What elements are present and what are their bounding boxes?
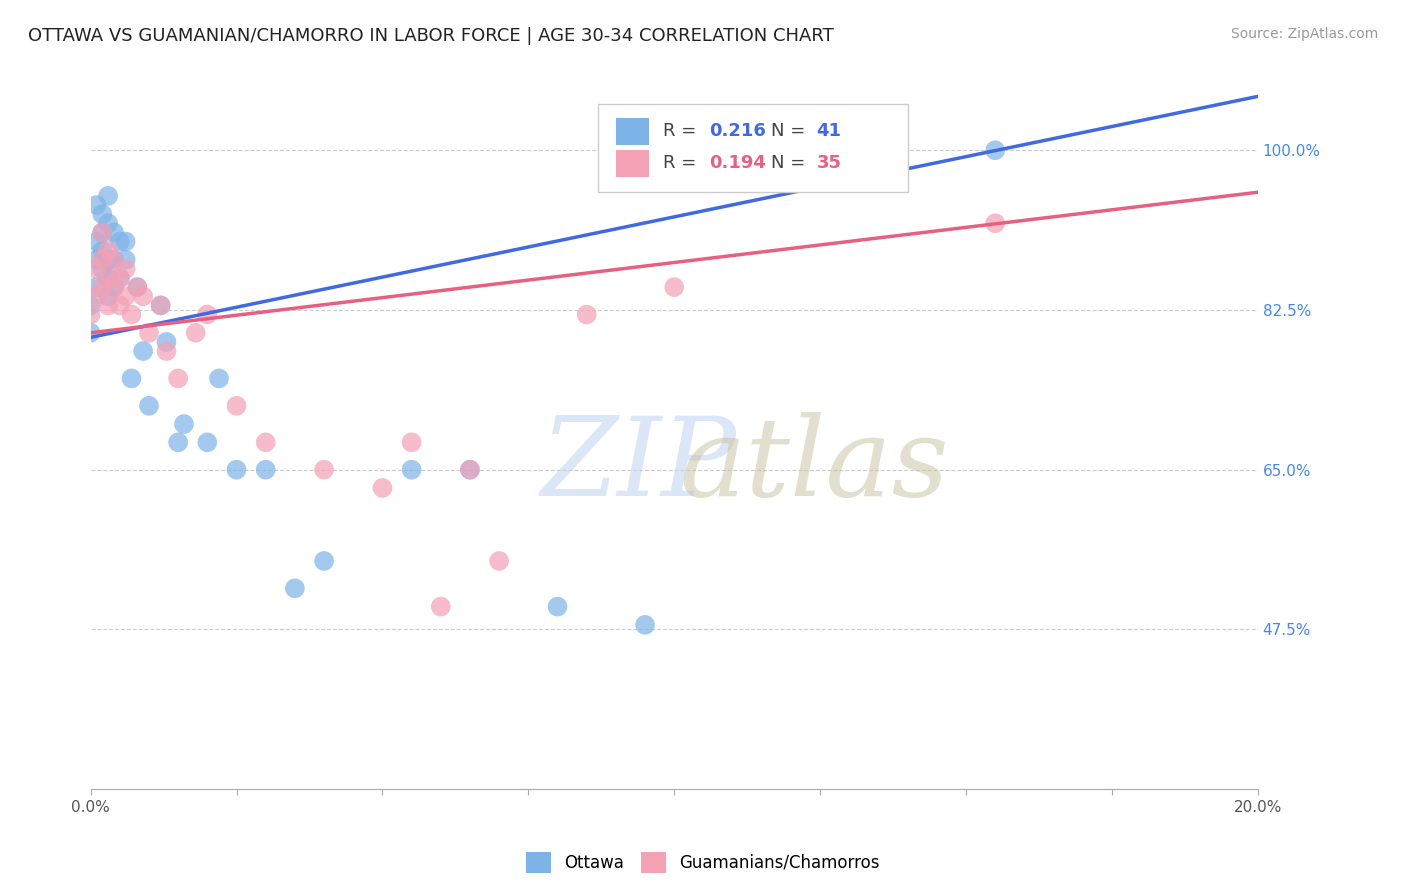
Text: 35: 35 <box>817 154 842 172</box>
Point <box>86 235 108 249</box>
Text: R =: R = <box>662 121 702 140</box>
Point <box>458 463 481 477</box>
Point <box>167 435 190 450</box>
Point <box>103 226 125 240</box>
Point <box>103 280 125 294</box>
Point <box>114 235 136 249</box>
Point <box>121 308 143 322</box>
Point <box>97 289 120 303</box>
Point <box>114 261 136 276</box>
Point <box>488 554 510 568</box>
Point <box>634 618 657 632</box>
Point <box>86 198 108 212</box>
Point <box>86 280 108 294</box>
Point <box>401 463 423 477</box>
Point <box>127 280 149 294</box>
Text: Source: ZipAtlas.com: Source: ZipAtlas.com <box>1230 27 1378 41</box>
Point <box>97 216 120 230</box>
Point <box>132 344 155 359</box>
Point <box>91 226 114 240</box>
Point <box>225 463 247 477</box>
Point <box>86 261 108 276</box>
Point <box>138 399 160 413</box>
Point <box>371 481 394 495</box>
Point <box>401 435 423 450</box>
Point <box>254 435 277 450</box>
Point <box>132 289 155 303</box>
Point <box>97 252 120 267</box>
Text: OTTAWA VS GUAMANIAN/CHAMORRO IN LABOR FORCE | AGE 30-34 CORRELATION CHART: OTTAWA VS GUAMANIAN/CHAMORRO IN LABOR FO… <box>28 27 834 45</box>
Point <box>91 280 114 294</box>
Point <box>184 326 207 340</box>
FancyBboxPatch shape <box>616 118 648 145</box>
Point <box>458 463 481 477</box>
Text: N =: N = <box>770 154 811 172</box>
Point <box>86 289 108 303</box>
FancyBboxPatch shape <box>599 104 908 192</box>
FancyBboxPatch shape <box>616 151 648 177</box>
Text: R =: R = <box>662 154 702 172</box>
Point <box>108 271 131 285</box>
Point <box>91 207 114 221</box>
Text: 0.194: 0.194 <box>709 154 766 172</box>
Point <box>91 252 114 267</box>
Text: 41: 41 <box>817 121 842 140</box>
Point <box>195 308 218 322</box>
Point <box>114 252 136 267</box>
Point <box>138 326 160 340</box>
Point <box>155 334 177 349</box>
Point <box>984 216 1007 230</box>
Point <box>149 298 172 312</box>
Point <box>91 226 114 240</box>
Point <box>103 252 125 267</box>
Point <box>430 599 453 614</box>
Point <box>312 554 335 568</box>
Point <box>127 280 149 294</box>
Point <box>547 599 569 614</box>
Point <box>91 261 114 276</box>
Point <box>108 271 131 285</box>
Point <box>173 417 195 431</box>
Point <box>121 371 143 385</box>
Point <box>114 289 136 303</box>
Point <box>149 298 172 312</box>
Point <box>108 235 131 249</box>
Point <box>254 463 277 477</box>
Text: 0.216: 0.216 <box>709 121 766 140</box>
Text: ZIP: ZIP <box>541 412 737 520</box>
Point <box>155 344 177 359</box>
Text: atlas: atlas <box>679 412 949 520</box>
Legend: Ottawa, Guamanians/Chamorros: Ottawa, Guamanians/Chamorros <box>519 846 887 880</box>
Point <box>167 371 190 385</box>
Point <box>97 298 120 312</box>
Point <box>108 298 131 312</box>
Point <box>103 252 125 267</box>
Point <box>79 326 101 340</box>
Point <box>575 308 598 322</box>
Point <box>984 143 1007 157</box>
Point <box>195 435 218 450</box>
Point <box>97 271 120 285</box>
Point <box>79 298 101 312</box>
Point <box>103 280 125 294</box>
Point <box>97 271 120 285</box>
Point <box>97 244 120 258</box>
Point <box>208 371 231 385</box>
Point <box>225 399 247 413</box>
Point <box>86 252 108 267</box>
Point <box>97 189 120 203</box>
Text: N =: N = <box>770 121 811 140</box>
Point <box>284 582 307 596</box>
Point <box>91 244 114 258</box>
Point <box>79 308 101 322</box>
Point <box>312 463 335 477</box>
Point <box>664 280 686 294</box>
